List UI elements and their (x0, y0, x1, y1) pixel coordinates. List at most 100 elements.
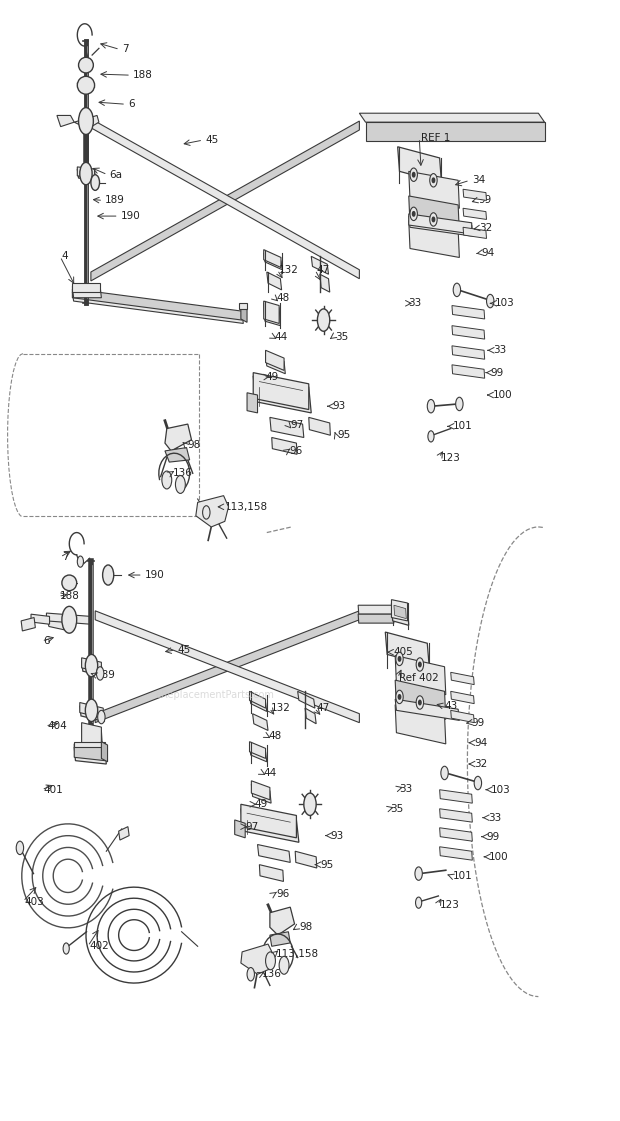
Polygon shape (73, 293, 243, 324)
Polygon shape (74, 748, 106, 765)
Circle shape (410, 207, 417, 221)
Polygon shape (46, 613, 91, 624)
Polygon shape (251, 785, 271, 803)
Polygon shape (31, 614, 50, 624)
Circle shape (398, 695, 401, 700)
Text: 404: 404 (47, 721, 67, 731)
Circle shape (430, 213, 437, 226)
Polygon shape (196, 495, 229, 527)
Polygon shape (264, 253, 282, 270)
Polygon shape (395, 680, 446, 720)
Circle shape (415, 897, 422, 908)
Text: 401: 401 (43, 785, 63, 795)
Text: 45: 45 (205, 135, 218, 145)
Polygon shape (270, 907, 294, 935)
Polygon shape (440, 808, 472, 822)
Text: 96: 96 (276, 889, 290, 899)
Polygon shape (91, 121, 360, 281)
Circle shape (396, 691, 403, 704)
Text: 94: 94 (474, 738, 487, 748)
Circle shape (428, 430, 434, 442)
Polygon shape (80, 706, 104, 722)
Circle shape (474, 777, 482, 789)
Polygon shape (409, 221, 459, 258)
Polygon shape (358, 605, 394, 614)
Circle shape (415, 867, 422, 880)
Text: 32: 32 (479, 223, 492, 233)
Circle shape (430, 174, 437, 187)
Polygon shape (270, 417, 304, 437)
Polygon shape (451, 711, 474, 723)
Text: 93: 93 (332, 401, 345, 411)
Polygon shape (57, 115, 74, 127)
Polygon shape (451, 692, 474, 704)
Circle shape (487, 295, 494, 308)
Text: Ref 402: Ref 402 (399, 673, 439, 683)
Text: 32: 32 (474, 759, 487, 769)
Text: 94: 94 (482, 248, 495, 258)
Polygon shape (311, 257, 329, 275)
Polygon shape (366, 122, 544, 141)
Polygon shape (80, 703, 104, 719)
Text: 44: 44 (275, 332, 288, 342)
Polygon shape (395, 656, 446, 695)
Text: 95: 95 (321, 860, 334, 870)
Text: 99: 99 (479, 195, 492, 205)
Text: 7: 7 (62, 553, 68, 562)
Circle shape (63, 943, 69, 954)
Polygon shape (395, 700, 459, 721)
Text: 33: 33 (408, 298, 422, 308)
Polygon shape (295, 851, 317, 868)
Text: 190: 190 (120, 211, 140, 221)
Circle shape (416, 658, 423, 671)
Text: 101: 101 (453, 421, 472, 432)
Polygon shape (249, 692, 265, 708)
Circle shape (203, 506, 210, 519)
Circle shape (453, 284, 461, 297)
Text: 99: 99 (472, 717, 485, 728)
Polygon shape (239, 304, 247, 309)
Circle shape (175, 475, 185, 493)
Text: 190: 190 (144, 571, 164, 580)
Polygon shape (452, 345, 485, 359)
Text: 103: 103 (495, 298, 515, 308)
Circle shape (427, 399, 435, 413)
Text: 43: 43 (445, 701, 458, 711)
Polygon shape (46, 617, 64, 630)
Text: 132: 132 (271, 703, 291, 713)
Text: 136: 136 (172, 469, 192, 479)
Circle shape (418, 701, 421, 705)
Polygon shape (95, 611, 360, 723)
Text: 33: 33 (488, 813, 501, 823)
Polygon shape (78, 167, 95, 178)
Polygon shape (252, 714, 268, 731)
Polygon shape (397, 147, 441, 183)
Circle shape (432, 178, 435, 183)
Text: 97: 97 (290, 420, 304, 430)
Polygon shape (463, 209, 487, 220)
Circle shape (16, 841, 24, 854)
Polygon shape (247, 392, 257, 413)
Text: 47: 47 (316, 265, 329, 275)
Polygon shape (249, 695, 267, 712)
Text: 49: 49 (265, 372, 278, 382)
Polygon shape (309, 417, 330, 435)
Text: 4: 4 (62, 251, 68, 261)
Polygon shape (74, 744, 105, 761)
Circle shape (441, 767, 448, 780)
Text: 45: 45 (177, 645, 190, 655)
Polygon shape (74, 742, 105, 748)
Text: 6: 6 (43, 636, 50, 646)
Text: 189: 189 (96, 669, 116, 679)
Text: 402: 402 (90, 942, 109, 952)
Circle shape (418, 663, 421, 667)
Polygon shape (463, 189, 487, 201)
Polygon shape (73, 289, 242, 321)
Text: 100: 100 (493, 390, 512, 400)
Text: 403: 403 (25, 897, 45, 907)
Text: 93: 93 (330, 831, 343, 841)
Circle shape (416, 696, 423, 710)
Text: 98: 98 (299, 923, 312, 933)
Polygon shape (91, 119, 360, 279)
Polygon shape (74, 115, 99, 129)
